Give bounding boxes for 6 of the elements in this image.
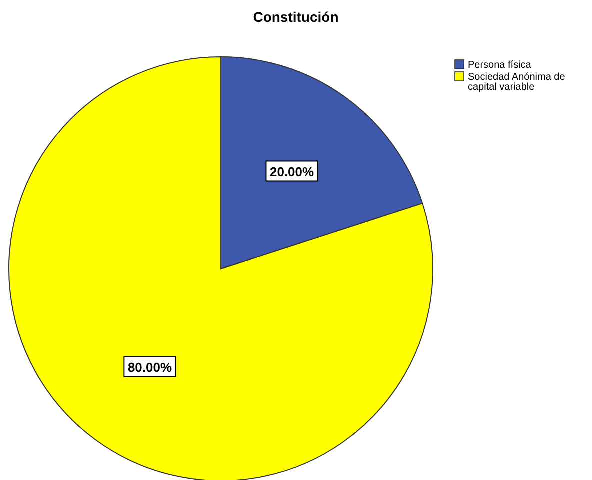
- legend-label: Sociedad Anónima de capital variable: [468, 72, 566, 93]
- data-label: 20.00%: [270, 164, 315, 180]
- chart-title: Constitución: [253, 9, 339, 25]
- legend-label: Persona física: [468, 60, 532, 71]
- data-label: 80.00%: [128, 360, 172, 375]
- pie-slice: [8, 56, 434, 480]
